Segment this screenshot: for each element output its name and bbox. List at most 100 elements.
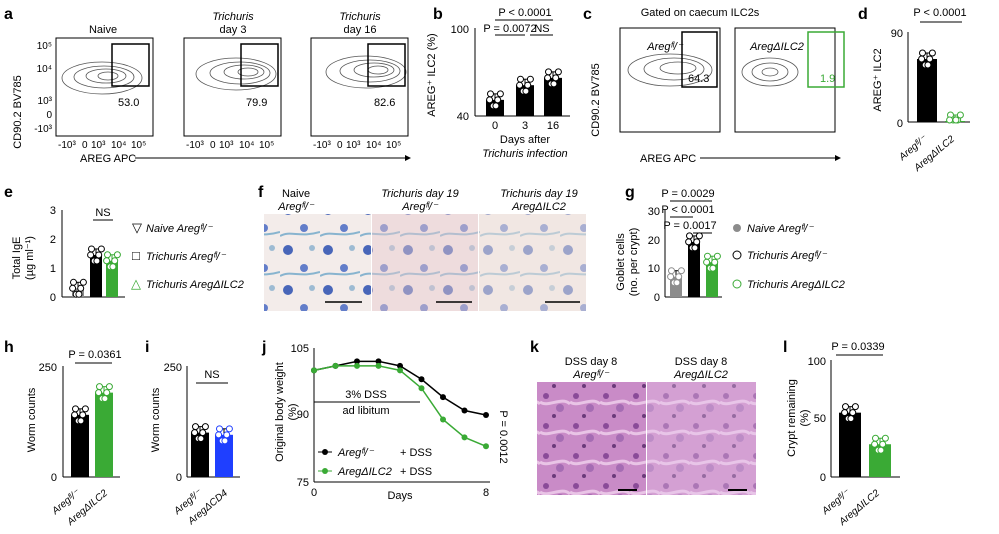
g-legend-naive: Naive Aregᶠˡ/⁻: [747, 223, 814, 235]
c-ylabel: CD90.2 BV785: [590, 63, 602, 136]
i-stat: NS: [204, 369, 219, 381]
j-point: [375, 362, 382, 369]
a-plot-frame: [183, 37, 282, 137]
i-point: [192, 423, 199, 431]
f-title-sub: AregΔILC2: [511, 201, 566, 213]
g-stat: P = 0.0017: [663, 220, 716, 232]
h-point: [96, 383, 103, 391]
a-xtick: 10³: [346, 140, 361, 151]
g-point: [673, 279, 681, 287]
d-point: [919, 49, 926, 57]
i-ytick: 0: [176, 472, 182, 484]
a-gate: [240, 43, 279, 87]
j-legend-dot-green: [322, 468, 328, 474]
j-point: [418, 385, 425, 392]
b-stat: P < 0.0001: [498, 7, 551, 19]
i-point: [191, 429, 199, 437]
b-xtick: 16: [547, 120, 559, 132]
f-title: Trichuris day 19: [500, 188, 577, 200]
a-xtick: 10⁵: [259, 140, 274, 151]
a-plot-frame: [310, 37, 409, 137]
g-point: [709, 264, 717, 272]
panel-l: P = 0.0339 Crypt remaining (%) 100 50 0 …: [786, 341, 900, 528]
j-series-line-1: [313, 365, 487, 447]
e-point: [113, 251, 121, 259]
g-point: [686, 232, 693, 240]
e-legend-trichuris: Trichuris Aregᶠˡ/⁻: [146, 251, 227, 263]
d-point: [952, 116, 960, 124]
b-point: [554, 68, 562, 76]
a-xlabel: AREG APC: [80, 153, 136, 165]
g-legend-dot-ko: [732, 279, 742, 289]
l-point: [849, 409, 857, 417]
g-point: [675, 273, 683, 281]
h-bar-0: [71, 414, 89, 477]
g-ytick: 0: [654, 292, 660, 304]
panel-letter-e: e: [4, 184, 13, 201]
l-point: [841, 409, 849, 417]
h-point: [71, 411, 79, 419]
d-point: [926, 55, 934, 63]
c-gate: [681, 31, 718, 88]
panel-i: NS Worm counts 250 0 Aregᶠˡ/⁻ AregΔCD4: [150, 362, 240, 528]
i-point: [197, 435, 205, 443]
e-point: [70, 278, 77, 286]
f-micrograph-trichuris: [372, 214, 478, 311]
i-ytick: 250: [164, 362, 182, 374]
e-ytick: 2: [50, 234, 56, 246]
a-xtick: -10³: [313, 140, 331, 151]
h-point: [79, 411, 87, 419]
d-stat: P < 0.0001: [913, 7, 966, 19]
c-xlabel: AREG APC: [640, 153, 696, 165]
e-ytick: 0: [50, 292, 56, 304]
l-point: [872, 434, 879, 442]
c-xarrow-head: [835, 155, 841, 161]
b-point: [522, 87, 530, 95]
k-title-sub: Aregᶠˡ/⁻: [572, 369, 610, 381]
f-title-sub: Aregᶠˡ/⁻: [401, 201, 439, 213]
j-point: [397, 362, 403, 369]
i-point: [201, 423, 209, 431]
j-legend-ko: AregΔILC2: [337, 466, 392, 478]
l-ytick: 50: [814, 413, 826, 425]
e-point: [75, 290, 83, 298]
e-ytick: 3: [50, 205, 56, 217]
h-point: [72, 405, 79, 413]
panel-c: Gated on caecum ILC2s CD90.2 BV785 Aregᶠ…: [590, 7, 845, 165]
down-triangle-icon: ▽: [132, 220, 142, 235]
a-xtick: 10⁴: [366, 140, 381, 151]
j-ytick: 75: [297, 477, 309, 489]
j-point: [397, 367, 403, 374]
i-point: [221, 437, 229, 445]
f-title: Naive: [282, 188, 310, 200]
l-point: [877, 446, 885, 454]
a-ylabel: CD90.2 BV785: [12, 75, 24, 148]
e-point: [95, 251, 103, 259]
j-point: [311, 367, 317, 374]
b-bar-2: [544, 77, 562, 116]
panel-b: AREG⁺ ILC2 (%) 100 40 0 3 16 Days after …: [426, 7, 570, 160]
j-point: [375, 358, 382, 365]
b-point: [526, 75, 534, 83]
b-stat: P = 0.0072: [483, 23, 536, 35]
j-ytick: 90: [297, 409, 309, 421]
j-stat: P = 0.0012: [497, 410, 509, 463]
d-point: [946, 116, 954, 124]
d-point: [956, 111, 964, 119]
a-gate: [367, 43, 406, 87]
e-ylabel-2: (µg ml⁻¹): [24, 236, 36, 280]
a-title-d3-sub: day 3: [220, 24, 247, 36]
g-legend-trichuris: Trichuris Aregᶠˡ/⁻: [747, 250, 828, 262]
i-bar-1: [215, 434, 233, 477]
a-gate: [111, 43, 150, 87]
panel-d: P < 0.0001 AREG⁺ ILC2 90 0 Aregᶠˡ/⁻ Areg…: [872, 7, 970, 174]
l-point: [851, 403, 859, 411]
g-point: [693, 238, 701, 246]
a-xarrow-head: [405, 155, 411, 161]
b-ytick: 40: [457, 111, 469, 123]
d-ytick: 90: [891, 28, 903, 40]
g-stat: P < 0.0001: [661, 204, 714, 216]
d-bar-0: [917, 59, 937, 122]
h-point: [81, 405, 89, 413]
g-legend-dot-trichuris: [732, 250, 742, 260]
